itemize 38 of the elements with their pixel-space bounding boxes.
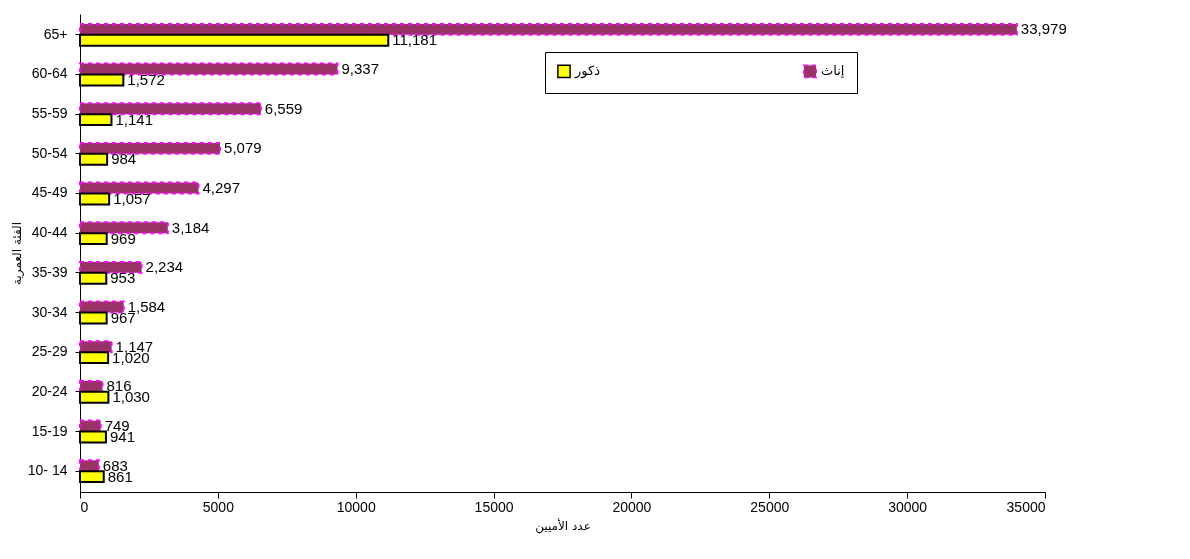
y-tick-label: 55-59 (31, 105, 68, 122)
data-label: 2,234 (145, 258, 184, 276)
data-label: 4,297 (202, 179, 241, 197)
x-tick-label: 35000 (1006, 498, 1046, 515)
data-label: 953 (110, 269, 136, 287)
legend-label: ذكور (574, 63, 601, 80)
y-tick-label: 35-39 (31, 263, 68, 280)
x-tick-label: 20000 (612, 498, 652, 515)
data-label: 1,141 (115, 110, 154, 128)
y-tick-label: 30-34 (31, 303, 68, 320)
x-tick-label: 10000 (336, 498, 376, 515)
y-tick-label: 10- 14 (27, 462, 68, 479)
y-tick-label: 40-44 (31, 224, 68, 241)
y-tick-label: 45-49 (31, 184, 68, 201)
data-label: 11,181 (392, 31, 438, 49)
y-tick-label: 65+ (43, 25, 68, 42)
x-axis-title: عدد الأميين (535, 517, 591, 534)
data-label: 6,559 (264, 99, 303, 117)
y-tick-label: 50-54 (31, 144, 68, 161)
data-label: 33,979 (1020, 20, 1067, 38)
data-label: 1,057 (113, 189, 151, 207)
y-tick-label: 20-24 (31, 382, 68, 399)
x-tick-label: 0 (80, 498, 89, 515)
y-tick-label: 60-64 (31, 65, 68, 82)
data-label: 5,079 (224, 139, 262, 157)
data-label: 3,184 (171, 218, 210, 236)
data-label: 9,337 (341, 60, 379, 78)
data-label: 969 (110, 229, 136, 247)
legend-label: إناث (821, 63, 845, 79)
data-label: 984 (111, 150, 137, 168)
y-tick-label: 15-19 (31, 422, 68, 439)
x-tick-label: 25000 (750, 498, 790, 515)
x-tick-label: 30000 (888, 498, 928, 515)
data-label: 1,572 (127, 70, 165, 88)
y-axis-title: الفئة العمرية (9, 221, 25, 286)
x-tick-label: 5000 (202, 498, 235, 515)
y-tick-label: 25-29 (31, 343, 68, 360)
x-tick-label: 15000 (474, 498, 514, 515)
